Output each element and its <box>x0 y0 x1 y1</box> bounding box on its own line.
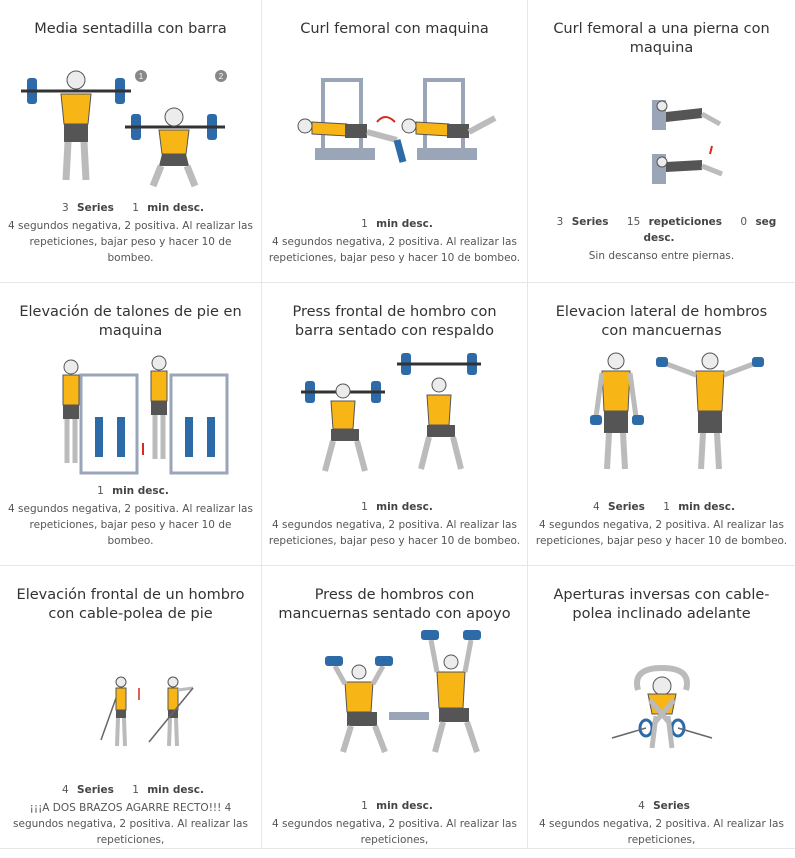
exercise-card[interactable]: Curl femoral a una pierna con maquina 3 … <box>528 0 795 283</box>
exercise-info: 1 min desc. 4 segundos negativa, 2 posit… <box>262 499 527 549</box>
exercise-card[interactable]: Elevacion lateral de hombros con mancuer… <box>528 283 795 566</box>
exercise-illustration <box>528 345 795 495</box>
exercise-illustration: 1 2 <box>0 62 261 212</box>
series-count: 3 <box>556 216 564 228</box>
exercise-illustration <box>262 62 527 212</box>
rest-label: min desc. <box>147 202 205 214</box>
exercise-description: 4 segundos negativa, 2 positiva. Al real… <box>272 818 517 846</box>
exercise-description: 4 segundos negativa, 2 positiva. Al real… <box>268 236 521 264</box>
exercise-meta: 4 Series 1 min desc. <box>6 782 255 798</box>
step-1-badge: 1 <box>138 72 143 81</box>
exercise-info: 4 Series 1 min desc. ¡¡¡A DOS BRAZOS AGA… <box>0 782 261 848</box>
series-count: 3 <box>61 202 69 214</box>
exercise-info: 4 Series 4 segundos negativa, 2 positiva… <box>528 798 795 848</box>
exercise-title: Elevacion lateral de hombros con mancuer… <box>555 304 768 339</box>
rest-value: 0 <box>740 216 748 228</box>
exercise-card[interactable]: Press de hombros con mancuernas sentado … <box>262 566 528 849</box>
exercise-card[interactable]: Aperturas inversas con cable-polea incli… <box>528 566 795 849</box>
exercise-illustration <box>528 628 795 778</box>
rest-label: min desc. <box>147 784 205 796</box>
reps-value: 15 <box>626 216 641 228</box>
series-label: Series <box>608 501 645 513</box>
exercise-meta: 4 Series 1 min desc. <box>534 499 789 515</box>
exercise-meta: 3 Series 15 repeticiones 0 seg desc. <box>534 214 789 246</box>
rest-value: 1 <box>361 218 368 230</box>
exercise-info: 3 Series 15 repeticiones 0 seg desc. Sin… <box>528 214 795 264</box>
step-2-badge: 2 <box>218 72 223 81</box>
exercise-card[interactable]: Elevación frontal de un hombro con cable… <box>0 566 262 849</box>
exercise-meta: 1 min desc. <box>268 216 521 232</box>
exercise-meta: 1 min desc. <box>268 499 521 515</box>
exercise-card[interactable]: Curl femoral con maquina 1 min <box>262 0 528 283</box>
rest-value: 1 <box>663 501 670 513</box>
rest-value: 1 <box>361 800 368 812</box>
exercise-info: 3 Series 1 min desc. 4 segundos negativa… <box>0 200 261 266</box>
exercise-description: 4 segundos negativa, 2 positiva. Al real… <box>539 818 784 846</box>
exercise-meta: 1 min desc. <box>268 798 521 814</box>
exercise-illustration <box>0 345 261 495</box>
rest-label: min desc. <box>376 501 433 513</box>
exercise-info: 1 min desc. 4 segundos negativa, 2 posit… <box>0 483 261 549</box>
exercise-illustration <box>262 345 527 495</box>
exercise-description: 4 segundos negativa, 2 positiva. Al real… <box>8 220 253 264</box>
exercise-description: 4 segundos negativa, 2 positiva. Al real… <box>268 519 521 547</box>
rest-label: min desc. <box>376 800 433 812</box>
rest-label: seg desc. <box>643 216 777 244</box>
exercise-description: ¡¡¡A DOS BRAZOS AGARRE RECTO!!! 4 segund… <box>13 802 248 846</box>
series-count: 4 <box>592 501 600 513</box>
exercise-illustration <box>0 628 261 778</box>
series-count: 4 <box>61 784 69 796</box>
rest-label: min desc. <box>376 218 433 230</box>
rest-label: min desc. <box>112 485 169 497</box>
exercise-info: 4 Series 1 min desc. 4 segundos negativa… <box>528 499 795 549</box>
exercise-card[interactable]: Media sentadilla con barra 1 <box>0 0 262 283</box>
exercise-card[interactable]: Elevación de talones de pie en maquina <box>0 283 262 566</box>
rest-value: 1 <box>97 485 104 497</box>
series-count: 4 <box>638 800 645 812</box>
exercise-description: Sin descanso entre piernas. <box>588 250 735 262</box>
series-label: Series <box>77 784 114 796</box>
exercise-title: Elevación de talones de pie en maquina <box>19 304 242 339</box>
reps-label: repeticiones <box>648 216 723 228</box>
rest-value: 1 <box>132 784 139 796</box>
exercise-illustration <box>528 62 795 212</box>
exercise-info: 1 min desc. 4 segundos negativa, 2 posit… <box>262 798 527 848</box>
exercise-meta: 4 Series <box>534 798 789 814</box>
exercise-title: Press de hombros con mancuernas sentado … <box>278 587 511 622</box>
series-label: Series <box>571 216 609 228</box>
exercise-info: 1 min desc. 4 segundos negativa, 2 posit… <box>262 216 527 266</box>
rest-value: 1 <box>361 501 368 513</box>
exercise-description: 4 segundos negativa, 2 positiva. Al real… <box>8 503 253 547</box>
exercise-title: Aperturas inversas con cable-polea incli… <box>553 587 770 622</box>
exercise-meta: 1 min desc. <box>6 483 255 499</box>
exercise-title: Press frontal de hombro con barra sentad… <box>292 304 497 339</box>
exercise-title: Media sentadilla con barra <box>34 21 227 37</box>
exercise-title: Curl femoral a una pierna con maquina <box>553 21 770 56</box>
exercise-meta: 3 Series 1 min desc. <box>6 200 255 216</box>
exercise-card[interactable]: Press frontal de hombro con barra sentad… <box>262 283 528 566</box>
rest-label: min desc. <box>678 501 736 513</box>
series-label: Series <box>653 800 690 812</box>
exercise-illustration <box>262 628 527 778</box>
rest-value: 1 <box>132 202 139 214</box>
exercise-description: 4 segundos negativa, 2 positiva. Al real… <box>535 519 788 547</box>
exercise-title: Curl femoral con maquina <box>300 21 489 37</box>
exercise-title: Elevación frontal de un hombro con cable… <box>16 587 245 622</box>
series-label: Series <box>77 202 114 214</box>
